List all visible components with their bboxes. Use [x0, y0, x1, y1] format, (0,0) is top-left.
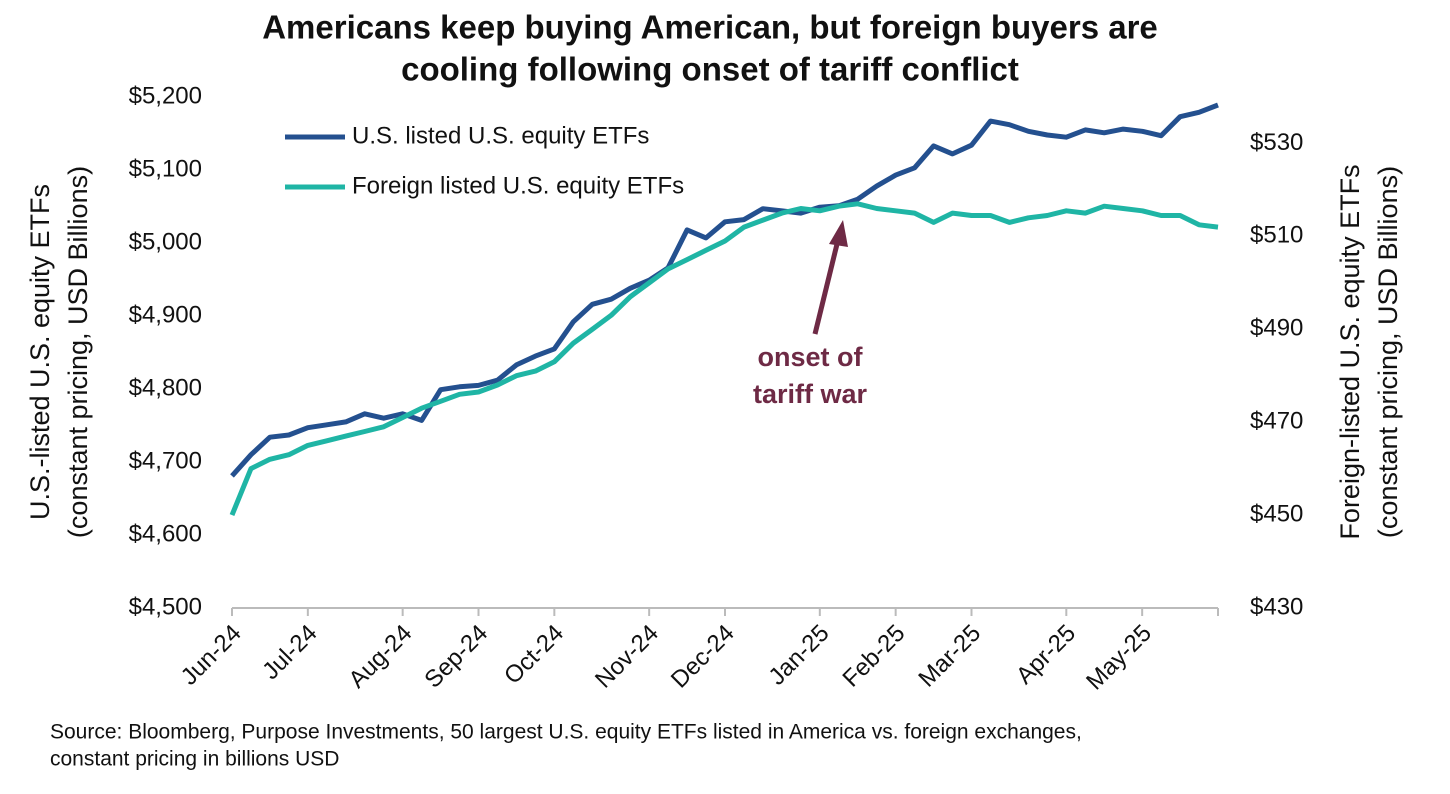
- x-tick-label: Jan-25: [764, 620, 835, 691]
- legend-label: Foreign listed U.S. equity ETFs: [352, 172, 684, 199]
- y2-axis-label: Foreign-listed U.S. equity ETFs: [1335, 164, 1365, 539]
- x-tick-label: Nov-24: [590, 620, 664, 694]
- x-tick-label: Feb-25: [838, 620, 911, 693]
- y-tick-label: $5,100: [129, 155, 202, 182]
- x-tick-label: Dec-24: [666, 620, 740, 694]
- x-tick-label: Mar-25: [913, 620, 986, 693]
- y-tick-label: $5,000: [129, 228, 202, 255]
- legend-label: U.S. listed U.S. equity ETFs: [352, 122, 649, 149]
- source-note: constant pricing in billions USD: [50, 748, 339, 771]
- y2-axis-label: (constant pricing, USD Billions): [1373, 166, 1403, 538]
- y2-tick-label: $430: [1250, 593, 1303, 620]
- y-tick-label: $4,500: [129, 593, 202, 620]
- x-tick-label: Apr-25: [1011, 620, 1081, 690]
- chart-title: cooling following onset of tariff confli…: [401, 51, 1019, 88]
- y-tick-label: $5,200: [129, 82, 202, 109]
- annotation: onset of: [758, 342, 864, 372]
- x-tick-label: Jun-24: [176, 620, 247, 691]
- y-tick-label: $4,600: [129, 520, 202, 547]
- x-tick-label: Oct-24: [499, 620, 569, 690]
- x-tick-label: May-25: [1081, 620, 1157, 696]
- y2-tick-label: $530: [1250, 129, 1303, 156]
- y2-tick-label: $470: [1250, 408, 1303, 435]
- series-line: [230, 102, 1219, 478]
- series-line: [229, 201, 1219, 517]
- x-tick-label: Sep-24: [419, 620, 493, 694]
- y-tick-label: $4,700: [129, 447, 202, 474]
- y-axis-label: U.S.-listed U.S. equity ETFs: [25, 184, 55, 520]
- y2-tick-label: $450: [1250, 500, 1303, 527]
- annotation-arrowhead: [829, 220, 848, 247]
- source-note: Source: Bloomberg, Purpose Investments, …: [50, 721, 1082, 744]
- x-tick-label: Aug-24: [344, 620, 418, 694]
- y-axis-label: (constant pricing, USD Billions): [63, 166, 93, 538]
- y-tick-label: $4,900: [129, 301, 202, 328]
- annotation-arrow: [812, 239, 841, 335]
- y-tick-label: $4,800: [129, 374, 202, 401]
- annotation: tariff war: [753, 379, 868, 409]
- y2-tick-label: $490: [1250, 315, 1303, 342]
- y2-tick-label: $510: [1250, 222, 1303, 249]
- x-tick-label: Jul-24: [257, 620, 322, 685]
- chart-title: Americans keep buying American, but fore…: [262, 9, 1158, 46]
